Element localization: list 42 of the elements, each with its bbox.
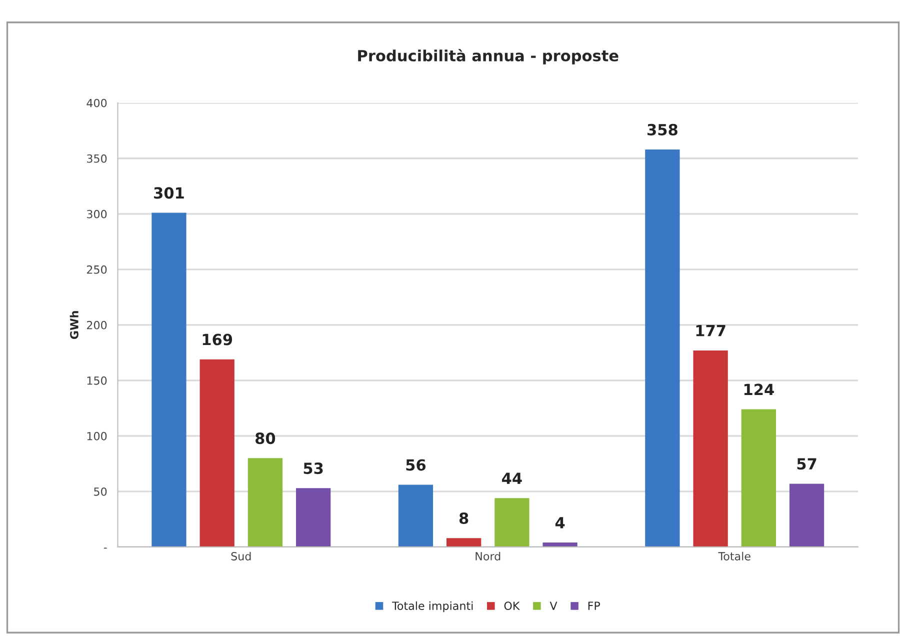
y-tick-label: 150 [87, 376, 107, 385]
bar [152, 212, 186, 547]
legend-label: Totale impianti [392, 601, 473, 612]
y-tick-label: 400 [86, 98, 107, 108]
y-axis-title: GWh [70, 311, 78, 340]
x-tick-label: Totale [718, 552, 750, 560]
legend-label: V [550, 602, 558, 610]
bar [693, 350, 728, 547]
bar [248, 458, 283, 547]
y-tick-label: 350 [87, 154, 107, 163]
data-label: 124 [744, 384, 774, 396]
bar [494, 498, 530, 547]
y-tick-label: 50 [94, 487, 107, 496]
bar [741, 409, 776, 547]
data-label: 301 [154, 187, 184, 199]
bar [645, 150, 680, 547]
chart-title: Producibilità annua - proposte [358, 48, 618, 64]
data-label: 8 [459, 512, 468, 524]
data-label: 44 [502, 472, 522, 484]
legend-label: OK [504, 602, 520, 610]
data-label: 57 [797, 458, 816, 470]
bar [398, 484, 434, 547]
y-tick-label: 250 [86, 265, 107, 274]
bar [296, 488, 331, 547]
data-label: 169 [202, 334, 232, 346]
bar [446, 538, 482, 547]
y-tick-label: 300 [87, 210, 107, 218]
bar [789, 484, 824, 547]
data-label: 4 [555, 517, 565, 528]
x-tick-label: Nord [476, 552, 500, 560]
data-label: 80 [256, 432, 276, 444]
data-label: 358 [648, 124, 678, 136]
data-label: 56 [406, 459, 426, 471]
x-tick-label: Sud [231, 552, 251, 560]
y-tick-label: 200 [86, 320, 107, 330]
bar [200, 359, 234, 547]
data-label: 53 [304, 462, 323, 474]
bar [542, 542, 578, 547]
y-tick-label: - [104, 548, 107, 549]
y-tick-label: 100 [87, 432, 107, 440]
legend-label: FP [588, 602, 600, 610]
data-label: 177 [696, 325, 726, 336]
